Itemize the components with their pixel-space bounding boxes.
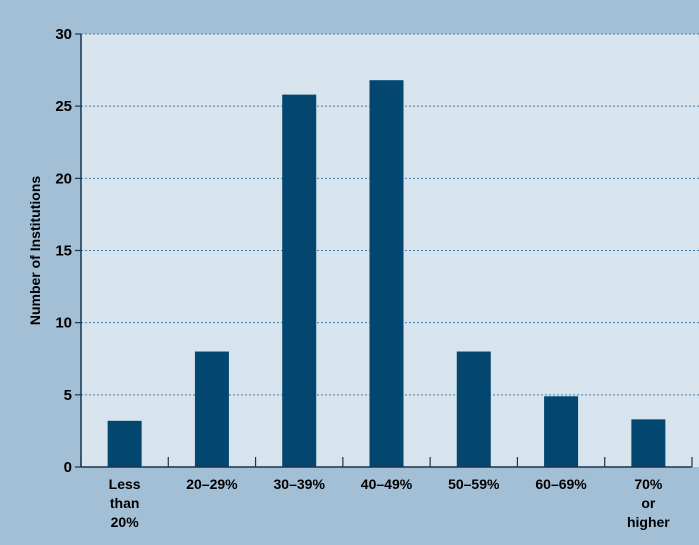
- x-category-label: 20%: [111, 514, 140, 530]
- x-category-label: 40–49%: [361, 476, 413, 492]
- x-category-label: or: [641, 495, 656, 511]
- y-tick-label: 20: [55, 170, 72, 187]
- y-tick-label: 30: [55, 26, 72, 43]
- y-tick-label: 25: [55, 98, 72, 115]
- y-tick-label: 10: [55, 315, 72, 332]
- x-category-label: Less: [109, 476, 141, 492]
- y-axis-title: Number of Institutions: [27, 176, 43, 326]
- x-category-label: 20–29%: [186, 476, 238, 492]
- y-tick-label: 0: [64, 459, 72, 476]
- x-category-label: higher: [627, 514, 670, 530]
- bar: [369, 80, 404, 467]
- y-tick-label: 5: [64, 387, 72, 404]
- bar: [456, 351, 491, 467]
- bar: [544, 396, 579, 467]
- axes: [75, 33, 693, 468]
- x-category-label: 50–59%: [448, 476, 500, 492]
- bar: [631, 419, 666, 467]
- x-category-label: 30–39%: [274, 476, 326, 492]
- bar: [107, 420, 142, 467]
- x-category-label: 70%: [634, 476, 663, 492]
- y-tick-label: 15: [55, 243, 72, 260]
- y-tick-labels: 0 5 10 15 20 25 30: [55, 26, 72, 476]
- x-category-labels: Less than 20% 20–29% 30–39% 40–49% 50–59% 60–69…: [109, 476, 671, 530]
- x-category-label: 60–69%: [535, 476, 587, 492]
- x-category-label: than: [110, 495, 140, 511]
- bar: [194, 351, 229, 467]
- bars: [107, 80, 666, 468]
- bar: [282, 94, 317, 468]
